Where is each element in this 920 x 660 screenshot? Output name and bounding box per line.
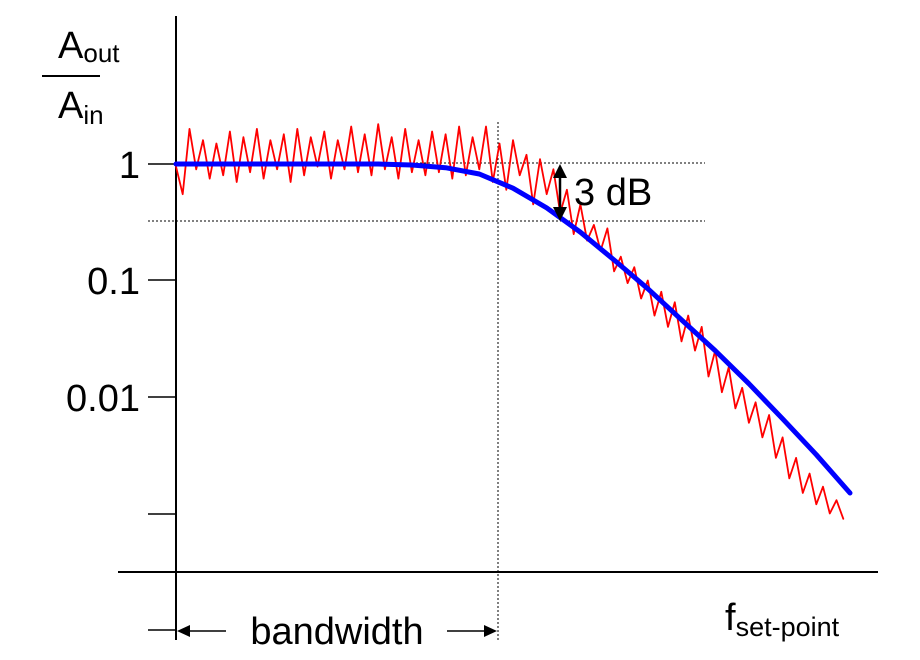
y-axis-label-numerator: Aout (58, 25, 120, 68)
fit-curve-line (173, 161, 853, 496)
y-axis-label-denominator: Ain (58, 85, 104, 130)
measured-curve-line (175, 123, 845, 520)
y-tick-label-0-01: 0.01 (66, 378, 140, 420)
bandwidth-marker (177, 625, 497, 637)
bandwidth-arrow-right (484, 625, 497, 637)
x-axis-label: fset-point (725, 597, 840, 642)
y-tick-label-1: 1 (119, 145, 140, 187)
fit-series (173, 161, 853, 496)
3db-marker (553, 164, 567, 221)
3db-arrow-down (553, 207, 567, 221)
3db-label: 3 dB (574, 172, 652, 214)
3db-arrow-up (553, 164, 567, 178)
bandwidth-label: bandwidth (250, 611, 423, 653)
bandwidth-arrow-left (177, 625, 190, 637)
measured-series (175, 123, 845, 520)
y-tick-label-0-1: 0.1 (87, 261, 140, 303)
